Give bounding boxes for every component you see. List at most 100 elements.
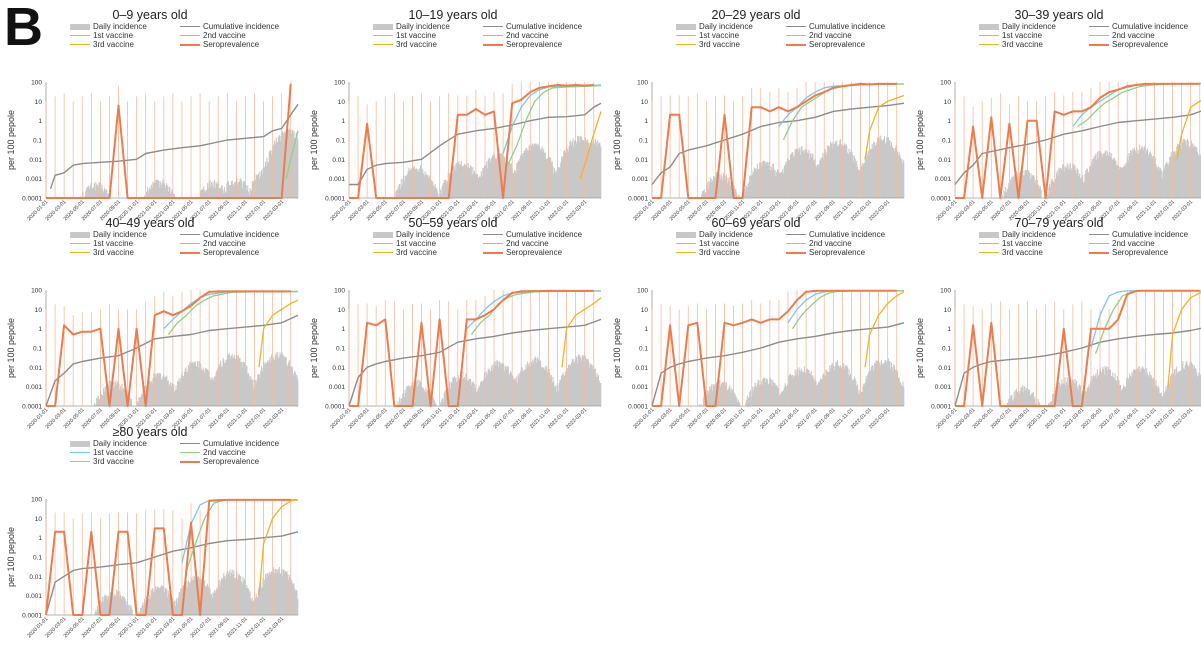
y-tick-label: 0.01 <box>938 365 951 372</box>
legend-swatch <box>180 35 200 37</box>
chart-panel: 60–69 years old Daily incidence Cumulative… <box>606 216 906 430</box>
seroprevalence-error-bars <box>348 82 595 198</box>
y-tick-label: 100 <box>334 288 345 295</box>
chart-title: 70–79 years old <box>1014 216 1104 230</box>
legend-swatch <box>373 243 393 245</box>
legend-label: Seroprevalence <box>1112 248 1169 257</box>
legend-label: Daily incidence <box>396 22 450 31</box>
panel-letter: B <box>4 0 43 57</box>
y-tick-label: 1 <box>38 326 42 333</box>
y-tick-label: 0.01 <box>29 157 42 164</box>
legend-swatch <box>483 43 503 46</box>
legend-swatch <box>979 243 999 245</box>
series-line-v3 <box>864 94 905 160</box>
legend-item-daily: Daily incidence <box>676 22 753 31</box>
legend-swatch <box>180 460 200 463</box>
legend-swatch <box>786 234 806 236</box>
series-line-v1 <box>466 290 601 330</box>
y-tick-label: 10 <box>35 516 43 523</box>
legend-swatch <box>786 251 806 254</box>
y-tick-label: 100 <box>31 80 42 87</box>
legend-item-cumulative: Cumulative incidence <box>483 22 582 31</box>
legend-label: Seroprevalence <box>506 40 563 49</box>
legend-item-cumulative: Cumulative incidence <box>1089 230 1188 239</box>
series-line-sero <box>46 83 292 199</box>
chart-title: 20–29 years old <box>711 8 801 22</box>
legend-label: 3rd vaccine <box>93 457 134 466</box>
legend-label: 1st vaccine <box>1002 31 1043 40</box>
y-tick-label: 10 <box>35 99 43 106</box>
y-tick-label: 0.01 <box>332 157 345 164</box>
legend-item-daily: Daily incidence <box>70 439 147 448</box>
legend-label: Seroprevalence <box>809 40 866 49</box>
seroprevalence-error-bars <box>45 82 292 198</box>
legend-label: 3rd vaccine <box>396 40 437 49</box>
legend-label: 3rd vaccine <box>396 248 437 257</box>
y-axis-title: per 100 pepole <box>915 110 925 170</box>
legend-swatch <box>180 43 200 46</box>
legend-item-v1: 1st vaccine <box>676 239 739 248</box>
legend-item-cumulative: Cumulative incidence <box>483 230 582 239</box>
seroprevalence-error-bars <box>45 499 292 615</box>
y-tick-label: 100 <box>31 497 42 504</box>
legend-swatch <box>373 23 393 30</box>
legend-item-v3: 3rd vaccine <box>676 40 740 49</box>
legend-swatch <box>786 243 806 245</box>
legend-item-v2: 2nd vaccine <box>1089 239 1155 248</box>
legend-swatch <box>979 252 999 254</box>
legend-item-v3: 3rd vaccine <box>70 40 134 49</box>
daily-incidence-bars <box>1002 138 1201 198</box>
legend-item-v2: 2nd vaccine <box>1089 31 1155 40</box>
seroprevalence-error-bars <box>651 290 898 406</box>
series-line-v3 <box>561 297 602 368</box>
legend-swatch <box>676 44 696 46</box>
y-tick-label: 0.1 <box>639 346 648 353</box>
legend-label: Cumulative incidence <box>506 22 583 31</box>
legend-swatch <box>373 252 393 254</box>
legend-swatch <box>70 252 90 254</box>
legend-swatch <box>180 251 200 254</box>
daily-incidence-bars <box>699 358 905 406</box>
legend-swatch <box>676 243 696 245</box>
series-line-sero <box>955 289 1200 407</box>
y-axis-title: per 100 pepole <box>6 527 16 587</box>
seroprevalence-error-bars <box>45 290 292 406</box>
chart-title: 0–9 years old <box>112 8 188 22</box>
chart-panel: 30–39 years old Daily incidence Cumulative… <box>909 8 1201 222</box>
legend-label: Daily incidence <box>93 22 147 31</box>
legend-swatch <box>676 252 696 254</box>
legend-label: Seroprevalence <box>1112 40 1169 49</box>
chart-title: ≥80 years old <box>112 425 188 439</box>
legend-label: Daily incidence <box>93 230 147 239</box>
seroprevalence-error-bars <box>348 290 595 406</box>
legend-swatch <box>180 243 200 245</box>
legend-swatch <box>483 35 503 37</box>
y-tick-label: 0.001 <box>26 384 43 391</box>
chart-title: 40–49 years old <box>105 216 195 230</box>
legend-item-v3: 3rd vaccine <box>979 248 1043 257</box>
series-line-cumulative <box>651 102 905 185</box>
legend-swatch <box>1089 43 1109 46</box>
legend-item-v2: 2nd vaccine <box>483 31 549 40</box>
legend-item-v1: 1st vaccine <box>70 31 133 40</box>
daily-incidence-bars <box>395 135 602 198</box>
legend-label: 3rd vaccine <box>699 248 740 257</box>
series-line-v2 <box>791 290 904 330</box>
legend-label: 1st vaccine <box>93 31 134 40</box>
legend-item-v3: 3rd vaccine <box>70 248 134 257</box>
legend-item-sero: Seroprevalence <box>1089 248 1168 257</box>
y-tick-label: 0.1 <box>942 346 951 353</box>
legend-item-daily: Daily incidence <box>979 22 1056 31</box>
legend-label: 1st vaccine <box>699 239 740 248</box>
legend-label: 2nd vaccine <box>1112 31 1155 40</box>
y-tick-label: 1 <box>644 326 648 333</box>
legend-label: 3rd vaccine <box>1002 248 1043 257</box>
chart-panel: 0–9 years old Daily incidence Cumulative i… <box>0 8 300 222</box>
legend-item-v1: 1st vaccine <box>373 31 436 40</box>
series-line-v3 <box>258 299 299 368</box>
legend-label: 1st vaccine <box>396 239 437 248</box>
series-line-v2 <box>782 83 905 141</box>
series-line-v2 <box>1094 290 1201 355</box>
